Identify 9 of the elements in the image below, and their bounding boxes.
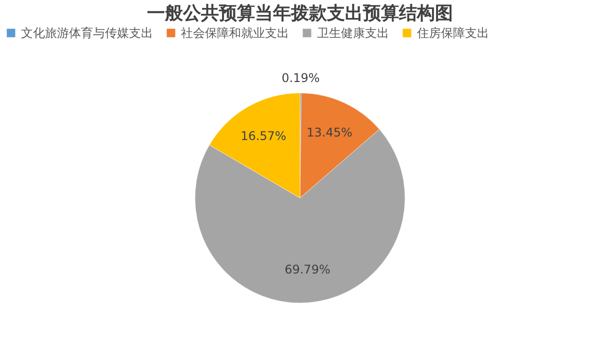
data-label: 0.19%	[282, 71, 320, 85]
data-label: 13.45%	[306, 125, 352, 140]
legend-label: 文化旅游体育与传媒支出	[21, 26, 153, 40]
data-label: 16.57%	[240, 128, 286, 143]
data-label: 69.79%	[284, 262, 330, 277]
chart-title: 一般公共预算当年拨款支出预算结构图	[147, 3, 453, 24]
legend-label: 卫生健康支出	[317, 26, 389, 40]
legend-label: 社会保障和就业支出	[181, 26, 289, 40]
legend-label: 住房保障支出	[416, 26, 489, 40]
